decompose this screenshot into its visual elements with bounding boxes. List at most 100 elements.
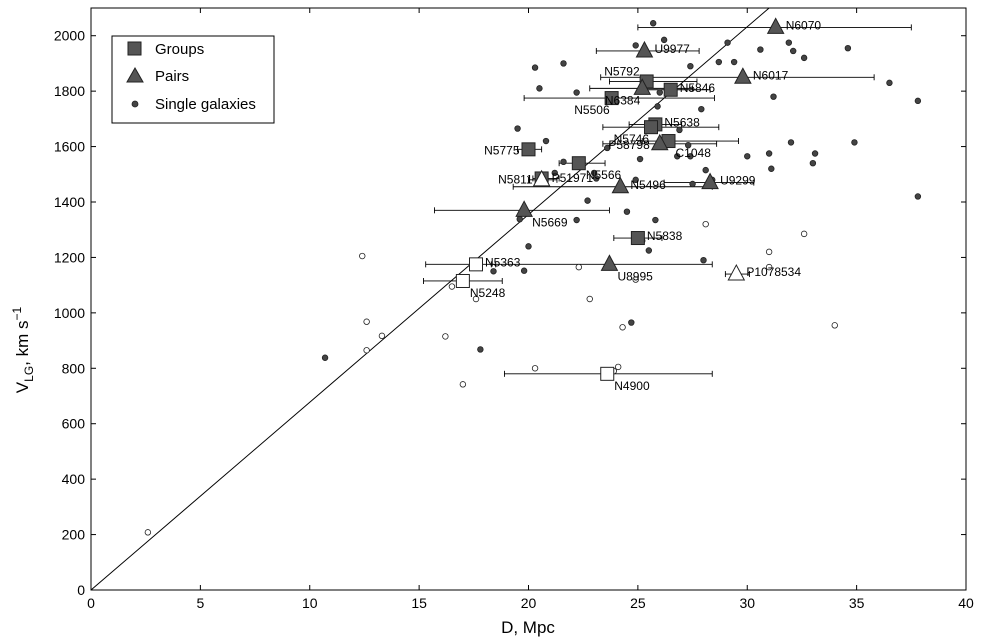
single-galaxy-point-open [800,230,808,238]
single-galaxy-point-open [531,365,539,372]
single-galaxy-point [724,39,731,46]
pair-label: N6017 [753,68,789,82]
single-galaxy-point [687,62,694,70]
single-galaxy-point [809,159,817,167]
single-galaxy-point [674,153,681,160]
y-axis-label: VLG, km s−1 [10,306,36,393]
y-tick-label: 2000 [54,28,85,44]
single-galaxy-point-open [765,263,773,271]
single-galaxy-point [800,54,808,62]
pair-marker [727,263,746,281]
group-label: N5846 [680,81,716,95]
pair-label: P1078534 [746,265,801,279]
group-marker [663,82,678,97]
group-label: C1048 [676,146,712,160]
single-galaxy-point [536,85,543,92]
single-galaxy-point-open [619,324,626,331]
single-galaxy-point [851,139,858,146]
pair-marker [635,40,654,58]
single-galaxy-point [560,60,567,67]
group-marker [630,231,645,246]
legend-circle-marker [131,100,139,108]
single-galaxy-point [768,165,775,172]
group-marker [521,142,536,157]
group-label: N5363 [485,255,521,269]
single-galaxy-point [520,267,528,274]
pair-label: P51971 [552,171,594,185]
y-tick-label: 1600 [54,139,85,155]
legend-pairs-label: Pairs [155,68,189,85]
single-galaxy-point [684,141,692,149]
single-galaxy-point-open [144,529,152,536]
single-galaxy-point [604,144,611,152]
y-tick-label: 1000 [54,305,85,321]
group-label: N5746 [614,132,650,146]
single-galaxy-point [656,89,663,96]
x-tick-label: 35 [849,595,865,611]
pair-marker [650,133,669,151]
legend-square-marker [127,41,142,56]
single-galaxy-point-open [765,248,773,256]
single-galaxy-point [477,346,484,353]
single-galaxy-point-open [614,363,622,371]
single-galaxy-point [593,175,600,182]
pair-label: P58798 [608,138,650,152]
single-galaxy-point-open [363,318,370,325]
group-label: N5775 [484,143,520,157]
pair-marker [515,200,533,217]
x-tick-label: 40 [958,595,974,611]
y-axis-ticks: 0 200 400 600 800 1000 1200 1400 1600 1800 2000 [54,28,966,598]
single-galaxy-point [787,139,795,146]
pair-marker [633,78,652,95]
single-galaxy-point [765,150,773,157]
single-galaxy-point [687,153,694,160]
x-tick-label: 0 [87,595,95,611]
group-marker [600,366,615,381]
group-label: N5838 [647,229,683,243]
single-galaxy-point [757,46,764,53]
group-label: N5506 [574,103,610,117]
legend-singles-label: Single galaxies [155,96,256,113]
x-tick-label: 20 [521,595,537,611]
pair-marker [532,169,551,187]
single-galaxy-point [744,153,751,160]
y-tick-label: 200 [62,527,86,543]
pair-label: N5496 [630,178,666,192]
y-axis-label-sup: −1 [10,306,24,320]
single-galaxy-point [623,208,631,215]
pair-marker [734,67,752,84]
single-galaxy-point [914,193,922,200]
single-galaxy-point [573,89,580,96]
single-galaxy-point [689,180,696,188]
x-tick-label: 5 [196,595,204,611]
pair-label: N6070 [786,18,822,32]
group-label: N5566 [586,168,622,182]
pair-label: N6384 [605,93,641,107]
pair-label: U9977 [654,42,690,56]
single-galaxy-point-open [586,295,593,303]
single-galaxy-point [654,103,661,110]
legend-groups-label: Groups [155,41,204,58]
legend-triangle-marker [126,66,144,83]
group-pair-markers [455,17,785,381]
y-tick-label: 600 [62,416,86,432]
single-galaxy-point [702,166,709,174]
single-galaxy-point [770,93,777,100]
single-galaxy-point-open [472,295,480,303]
single-galaxy-point-open [378,332,386,340]
single-galaxy-point-open [359,252,366,260]
group-marker [604,91,619,106]
single-galaxy-point [490,268,497,275]
pair-marker [766,17,785,34]
single-galaxy-point [811,150,819,157]
single-galaxy-point-open [442,333,449,340]
single-galaxy-point [700,257,707,264]
single-galaxy-point-open [363,347,370,354]
single-galaxy-point [636,155,644,163]
single-galaxy-point [584,197,591,204]
single-galaxy-point [844,44,852,52]
single-galaxy-point [730,58,738,66]
single-galaxy-point [632,176,639,184]
single-galaxy-point-open [448,283,456,290]
single-galaxy-point [590,169,598,177]
